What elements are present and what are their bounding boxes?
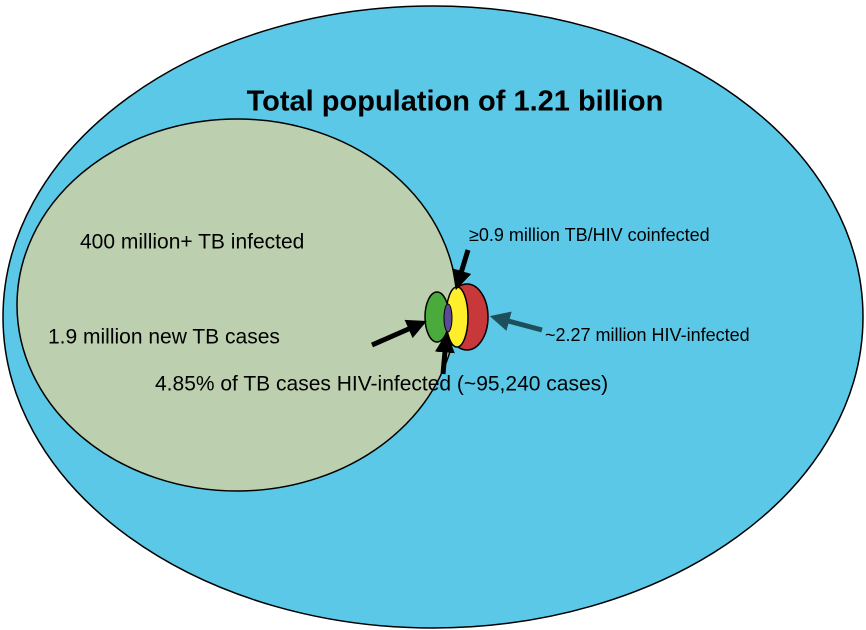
label: 4.85% of TB cases HIV-infected (~95,240 … [155,373,608,396]
arrow [370,319,427,348]
label: ~2.27 million HIV-infected [545,325,750,345]
tb-hiv-overlap [443,303,453,333]
label: 1.9 million new TB cases [48,326,280,349]
label: 400 million+ TB infected [80,231,304,254]
title: Total population of 1.21 billion [247,86,664,118]
tb-infected-ellipse [16,118,458,492]
arrow [489,311,543,333]
label: ≥0.9 million TB/HIV coinfected [469,225,710,245]
arrow [452,249,472,291]
arrow [434,332,455,375]
